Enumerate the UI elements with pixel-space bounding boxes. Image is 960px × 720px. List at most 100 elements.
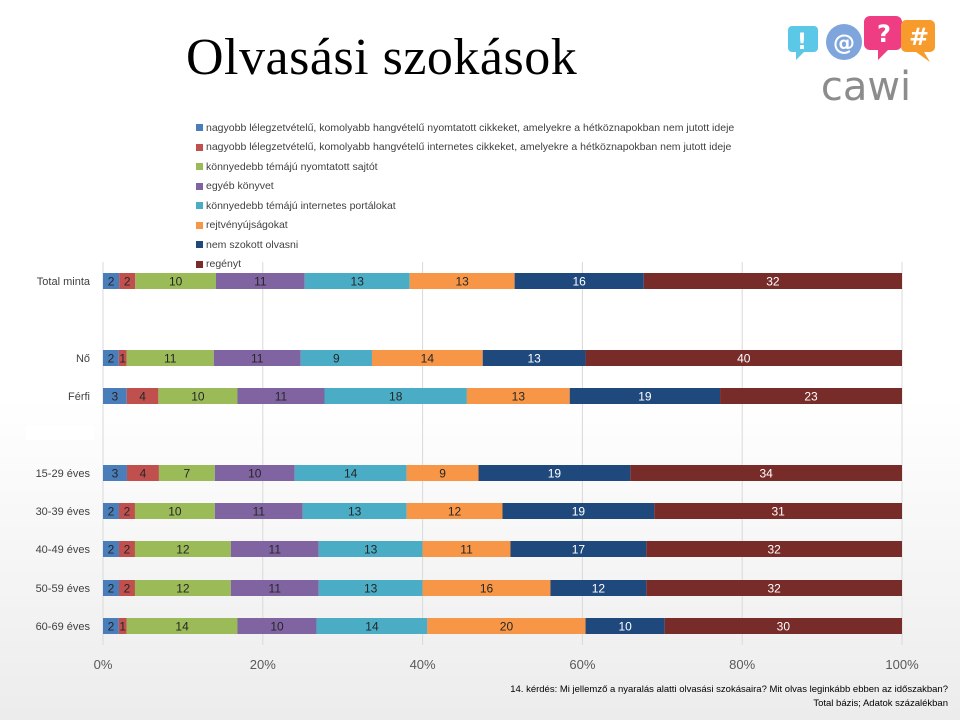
bar-segment <box>215 273 305 289</box>
bar-segment <box>466 388 570 404</box>
bar-segment <box>406 503 503 519</box>
legend-item: könnyedebb témájú nyomtatott sajtót <box>196 157 734 177</box>
data-label: 7 <box>184 467 191 481</box>
legend-swatch <box>196 221 203 229</box>
data-label: 10 <box>168 505 182 519</box>
data-label: 2 <box>108 352 115 366</box>
bar-segment <box>294 465 407 481</box>
bar-segment <box>300 350 372 366</box>
data-label: 2 <box>124 275 131 289</box>
bar-segment <box>103 618 119 634</box>
bar-segment <box>103 503 119 519</box>
data-label: 34 <box>759 467 773 481</box>
data-label: 11 <box>269 543 282 557</box>
bar-segment <box>103 273 120 289</box>
data-label: 19 <box>572 505 586 519</box>
bar-segment <box>643 273 902 289</box>
data-label: 10 <box>169 275 183 289</box>
legend-item: rejtvényújságokat <box>196 216 734 236</box>
data-label: 13 <box>351 275 365 289</box>
bar-segment <box>585 618 665 634</box>
data-label: 10 <box>270 620 284 634</box>
bar-segment <box>304 273 410 289</box>
logo-bubble-1: ! <box>797 30 807 55</box>
data-label: 31 <box>771 505 785 519</box>
bar-segment <box>230 580 319 596</box>
legend-label: könnyedebb témájú nyomtatott sajtót <box>206 160 378 173</box>
data-label: 4 <box>140 467 147 481</box>
bar-segment <box>422 580 551 596</box>
category-label: Férfi <box>68 391 90 403</box>
cawi-logo: ! @ ? # cawi <box>788 16 935 108</box>
bars: 2 2 10 11 13 13 16 322 1 11 11 9 14 13 403 4 10 11 18 13 19 2… <box>103 273 902 634</box>
bar-segment <box>126 618 238 634</box>
legend-swatch <box>196 260 203 268</box>
bar-segment <box>134 580 231 596</box>
data-label: 2 <box>124 543 131 557</box>
bar-segment <box>502 503 655 519</box>
bar-segment <box>720 388 902 404</box>
data-label: 11 <box>251 352 264 366</box>
bar-segment <box>482 350 586 366</box>
bar-segment <box>237 618 317 634</box>
data-label: 13 <box>364 543 378 557</box>
legend-swatch <box>196 143 203 151</box>
bar-segment <box>118 503 135 519</box>
legend-label: nagyobb lélegzetvételű, komolyabb hangvé… <box>206 141 732 154</box>
legend-item: nagyobb lélegzetvételű, komolyabb hangvé… <box>196 118 734 138</box>
bar-segment <box>158 465 215 481</box>
category-label: 15-29 éves <box>36 468 91 480</box>
data-label: 20 <box>500 620 514 634</box>
data-label: 13 <box>348 505 362 519</box>
bar-segment <box>134 503 215 519</box>
x-tick-label: 100% <box>885 657 919 672</box>
bar-segment <box>654 503 902 519</box>
footnote-question: 14. kérdés: Mi jellemző a nyaralás alatt… <box>510 684 948 695</box>
legend-label: regényt <box>206 258 242 271</box>
data-label: 30 <box>777 620 791 634</box>
data-label: 23 <box>804 390 818 404</box>
category-labels: Total minta Nő Férfi 15-29 éves 30-39 éves 40… <box>36 276 91 633</box>
empty-category-mask <box>26 425 94 440</box>
data-label: 40 <box>737 352 751 366</box>
data-label: 2 <box>108 505 115 519</box>
bar-segment <box>318 580 423 596</box>
bar-segment <box>126 388 159 404</box>
data-label: 14 <box>175 620 189 634</box>
data-label: 13 <box>455 275 469 289</box>
x-tick-label: 80% <box>729 657 755 672</box>
legend-label: nem szokott olvasni <box>206 238 299 251</box>
data-label: 14 <box>421 352 435 366</box>
chart-legend: nagyobb lélegzetvételű, komolyabb hangvé… <box>196 118 734 274</box>
x-tick-label: 40% <box>410 657 436 672</box>
data-label: 16 <box>572 275 586 289</box>
bar-segment <box>664 618 902 634</box>
data-label: 2 <box>108 620 115 634</box>
data-label: 10 <box>618 620 632 634</box>
bar-segment <box>103 350 119 366</box>
data-label: 16 <box>480 582 494 596</box>
data-label: 9 <box>333 352 340 366</box>
bar-segment <box>214 465 295 481</box>
logo-text: cawi <box>821 64 911 108</box>
data-label: 11 <box>164 352 177 366</box>
bar-segment <box>630 465 902 481</box>
legend-item: nagyobb lélegzetvételű, komolyabb hangvé… <box>196 138 734 158</box>
category-label: 40-49 éves <box>36 544 91 556</box>
data-label: 2 <box>124 582 131 596</box>
category-label: 30-39 éves <box>36 506 91 518</box>
data-label: 3 <box>112 390 119 404</box>
footnote-base: Total bázis; Adatok százalékban <box>813 698 948 709</box>
data-label: 3 <box>112 467 119 481</box>
bar-segment <box>118 541 135 557</box>
data-label: 12 <box>592 582 606 596</box>
data-label: 13 <box>364 582 378 596</box>
data-label: 10 <box>248 467 262 481</box>
category-label: 50-59 éves <box>36 583 91 595</box>
data-label: 32 <box>766 275 780 289</box>
data-label: 13 <box>527 352 541 366</box>
data-label: 14 <box>344 467 358 481</box>
legend-swatch <box>196 124 203 132</box>
bar-segment <box>371 350 483 366</box>
bar-segment <box>214 503 303 519</box>
